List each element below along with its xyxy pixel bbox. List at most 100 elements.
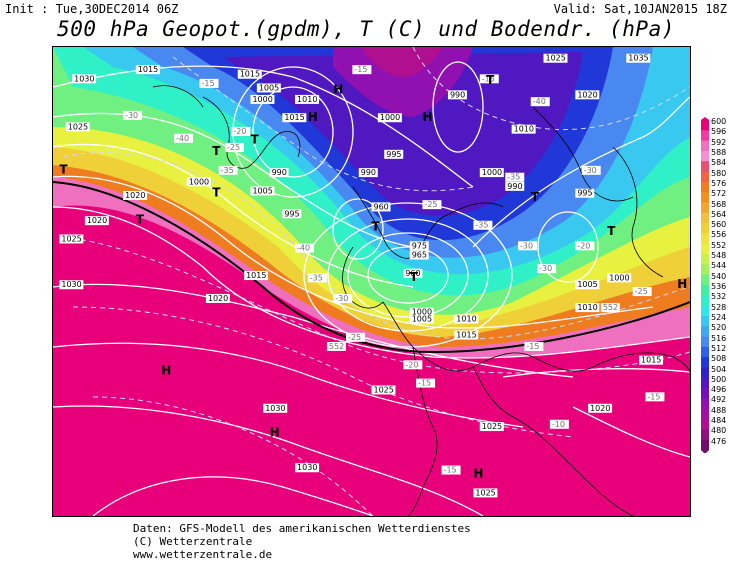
- temperature-label: -30: [123, 110, 143, 120]
- isobar-label-box: [250, 94, 275, 104]
- temperature-label-box: [218, 165, 238, 175]
- legend-tick: 524: [711, 312, 727, 322]
- temperature-label-box: [231, 126, 251, 136]
- isobar-label: 990: [505, 181, 525, 191]
- isobar-label: 975: [409, 241, 429, 251]
- legend-tick: 600: [711, 117, 727, 126]
- isobar-label-text: 1020: [208, 294, 228, 303]
- legend-tick: 588: [711, 147, 727, 157]
- isobar-label-box: [479, 168, 504, 178]
- legend-swatch: [701, 315, 709, 327]
- legend-top-arrow: [701, 117, 709, 120]
- isobar-label-box: [263, 403, 288, 413]
- isobar-label-text: 1005: [577, 280, 597, 289]
- isobar-label-text: 1025: [68, 122, 88, 131]
- legend-tick: 544: [711, 261, 727, 271]
- isobar-label-text: 1020: [577, 90, 597, 99]
- legend-swatch: [701, 161, 709, 173]
- high-pressure-marker: H: [270, 425, 280, 439]
- temperature-label: -40: [295, 243, 315, 253]
- isobar-label-text: 1015: [240, 70, 260, 79]
- legend-tick: 476: [711, 436, 727, 446]
- legend-swatch: [701, 388, 709, 399]
- legend-tick: 536: [711, 282, 727, 291]
- legend-tick: 532: [711, 292, 727, 302]
- temperature-label-text: -40: [533, 97, 546, 106]
- temperature-label: -35: [473, 220, 493, 230]
- temperature-label-text: -25: [348, 333, 361, 342]
- temperature-label-box: [518, 241, 538, 251]
- isobar-label-box: [454, 330, 479, 340]
- temperature-label: -25: [346, 332, 366, 342]
- legend-tick: 504: [711, 364, 727, 374]
- isobar-label-box: [607, 273, 632, 283]
- low-pressure-marker: T: [486, 73, 495, 87]
- legend-tick: 508: [711, 354, 727, 364]
- temperature-label-box: [505, 172, 525, 182]
- isobar-label: 1030: [72, 74, 97, 84]
- isobar-label: 960: [371, 202, 391, 212]
- isobar-label-box: [377, 113, 402, 123]
- temperature-label-box: [441, 465, 461, 475]
- temperature-label-box: [352, 65, 372, 75]
- isobar-label-text: 975: [412, 241, 427, 250]
- isobar-label: 1015: [454, 330, 479, 340]
- isobar-label-text: 1015: [284, 113, 304, 122]
- legend-swatch: [701, 429, 709, 441]
- isobar-label-text: 1000: [380, 113, 400, 122]
- footer-data-source: Daten: GFS-Modell des amerikanischen Wet…: [133, 522, 471, 535]
- isobar-label: 995: [282, 209, 302, 219]
- isobar-label-text: 1025: [482, 422, 502, 431]
- legend-tick: 576: [711, 178, 727, 188]
- isobar-label-text: 1010: [456, 315, 476, 324]
- legend-tick: 552: [711, 240, 727, 250]
- legend-tick: 488: [711, 405, 727, 415]
- legend-swatch: [701, 120, 709, 131]
- temperature-labels: -15 -15 -15 -40 -30 -40 -20 -25 -35 -35 -30 -30 -25 -…: [123, 65, 665, 475]
- isobar-label: 1020: [575, 90, 600, 100]
- isobar-label: 1010: [511, 124, 536, 134]
- isobar-label-box: [447, 90, 467, 100]
- isobar-label: 1005: [575, 280, 600, 290]
- isobar-label-box: [237, 69, 262, 79]
- low-pressure-marker: T: [531, 190, 540, 204]
- temperature-label-text: -25: [635, 287, 648, 296]
- legend-swatch: [701, 367, 709, 379]
- isobar-label-text: 990: [507, 182, 522, 191]
- isobar-label-box: [295, 463, 320, 473]
- temperature-label-box: [224, 142, 244, 152]
- isobar-label: 995: [384, 149, 404, 159]
- temperature-label-text: -15: [526, 342, 539, 351]
- temperature-label-box: [632, 287, 652, 297]
- legend-swatch: [701, 346, 709, 358]
- isobar-label: 1020: [205, 293, 230, 303]
- legend-swatch: [701, 140, 709, 152]
- legend-swatch: [701, 336, 709, 348]
- isobar-label-box: [575, 303, 600, 313]
- footer-website[interactable]: www.wetterzentrale.de: [133, 548, 273, 561]
- isobar-label-box: [575, 90, 600, 100]
- isobar-label-text: 1015: [246, 271, 266, 280]
- isobar-label-text: 995: [386, 150, 401, 159]
- isobar-label-text: 1000: [189, 177, 209, 186]
- isobar-label-box: [543, 53, 568, 63]
- legend-swatch: [701, 419, 709, 430]
- isobar-label: 1010: [454, 314, 479, 324]
- legend-tick: 492: [711, 395, 727, 405]
- legend-swatch: [701, 357, 709, 368]
- temperature-label-text: -25: [424, 200, 437, 209]
- temperature-label-box: [575, 241, 595, 251]
- isobar-label-box: [403, 268, 423, 278]
- isobar-label: 1000: [607, 273, 632, 283]
- temperature-label-text: -15: [482, 74, 495, 83]
- legend-tick: 592: [711, 137, 727, 147]
- temperature-label-box: [295, 243, 315, 253]
- legend-swatch: [701, 202, 709, 214]
- temperature-label: -30: [333, 293, 353, 303]
- temperature-label-box: [326, 341, 346, 351]
- legend-swatch: [701, 181, 709, 193]
- temperature-label-box: [174, 133, 194, 143]
- high-pressure-marker: H: [677, 277, 687, 291]
- temperature-label-text: -20: [405, 360, 418, 369]
- isobar-label-text: 1025: [545, 54, 565, 63]
